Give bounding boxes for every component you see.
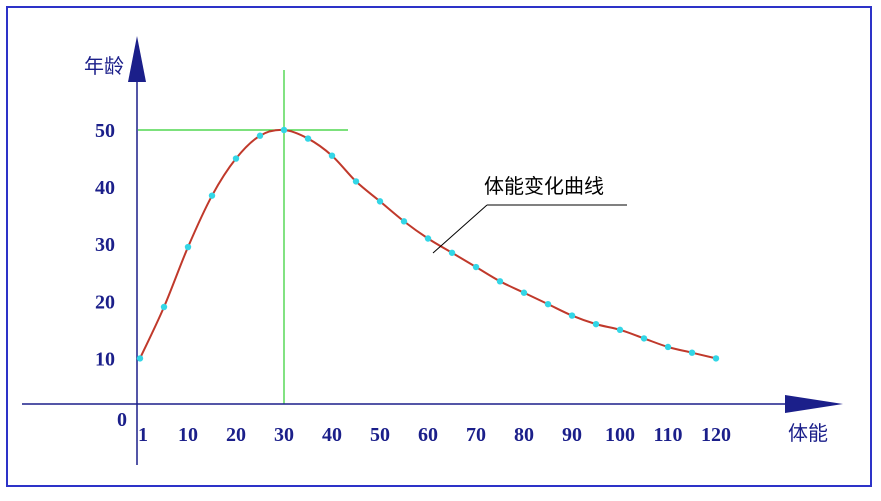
x-tick-label: 1 xyxy=(138,424,148,446)
data-point-marker xyxy=(448,249,456,256)
x-tick-label: 70 xyxy=(466,424,486,446)
annotation-leader xyxy=(432,204,488,254)
x-tick-label: 30 xyxy=(274,424,294,446)
y-axis-title: 年龄 xyxy=(84,54,124,78)
x-axis-title: 体能 xyxy=(788,421,828,445)
data-point-marker xyxy=(208,192,216,199)
data-point-marker xyxy=(328,152,336,159)
tick-labels: 1 10 20 30 40 50 60 70 80 90 100 110 12010203040500体… xyxy=(84,54,828,446)
guide-lines xyxy=(138,70,348,404)
y-tick-label: 30 xyxy=(95,234,115,256)
frame-border xyxy=(6,6,872,487)
x-tick-label: 40 xyxy=(322,424,342,446)
x-tick-label: 100 xyxy=(605,424,635,446)
data-point-marker xyxy=(304,135,312,142)
data-point-marker xyxy=(424,235,432,242)
data-point-marker xyxy=(568,312,576,319)
data-point-marker xyxy=(640,335,648,342)
y-tick-label: 20 xyxy=(95,291,115,313)
y-tick-label: 50 xyxy=(95,120,115,142)
data-point-marker xyxy=(712,355,720,362)
origin-label: 0 xyxy=(117,409,127,431)
data-point-marker xyxy=(184,243,192,251)
data-point-marker xyxy=(136,355,144,362)
y-tick-label: 10 xyxy=(95,348,115,370)
x-tick-label: 50 xyxy=(370,424,390,446)
data-point-marker xyxy=(256,132,264,139)
x-tick-label: 110 xyxy=(654,424,683,446)
data-point-marker xyxy=(544,300,552,308)
x-tick-label: 60 xyxy=(418,424,438,446)
y-axis-arrowhead xyxy=(128,36,146,82)
data-point-marker xyxy=(592,320,600,328)
data-point-marker xyxy=(496,278,504,285)
data-point-marker xyxy=(616,326,624,334)
data-point-marker xyxy=(520,289,528,296)
y-tick-label: 40 xyxy=(95,177,115,199)
data-point-marker xyxy=(352,178,360,185)
annotation-text: 体能变化曲线 xyxy=(484,174,604,198)
data-point-marker xyxy=(472,263,480,271)
data-point-marker xyxy=(400,218,408,225)
data-point-marker xyxy=(688,349,696,356)
data-point-marker xyxy=(664,343,672,351)
x-tick-label: 10 xyxy=(178,424,198,446)
annotation-layer: 体能变化曲线 xyxy=(432,174,627,254)
data-point-marker xyxy=(160,303,168,311)
x-tick-label: 120 xyxy=(701,424,731,446)
x-tick-label: 90 xyxy=(562,424,582,446)
x-tick-label: 20 xyxy=(226,424,246,446)
series-layer xyxy=(136,126,720,362)
data-point-marker xyxy=(232,155,240,162)
data-point-marker xyxy=(376,198,384,205)
axes xyxy=(22,36,843,465)
x-axis-arrowhead xyxy=(785,395,843,413)
curve-line xyxy=(139,128,717,360)
x-tick-label: 80 xyxy=(514,424,534,446)
data-point-marker xyxy=(280,126,288,134)
